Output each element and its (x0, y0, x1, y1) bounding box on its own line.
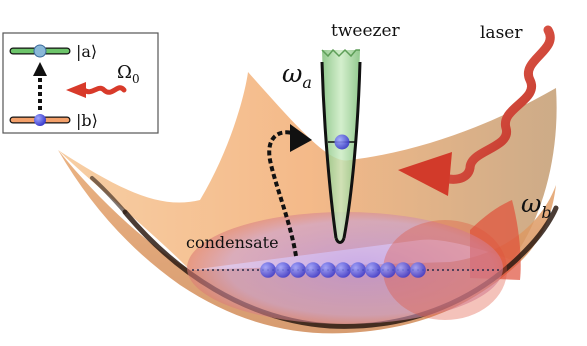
tweezer-outline-bottom (334, 237, 346, 244)
state-b-label: |b⟩ (76, 111, 98, 130)
condensate-atom (290, 262, 306, 278)
trap-surface-back (58, 72, 557, 270)
condensate-atom (350, 262, 366, 278)
laser-label: laser (480, 23, 523, 43)
condensate-atom (365, 262, 381, 278)
omega-a-label: ωa (282, 59, 312, 92)
laser-arrowhead (398, 152, 452, 196)
transfer-arrow (267, 130, 298, 257)
condensate-atom (305, 262, 321, 278)
omega-b-label: ωb (521, 189, 552, 222)
condensate-label: condensate (186, 233, 279, 252)
potential-curve-left (90, 176, 127, 214)
condensate-atom (260, 262, 276, 278)
condensate-atom (320, 262, 336, 278)
inset-frame (2, 32, 159, 134)
transition-arrowhead (33, 62, 47, 76)
condensate-atom (335, 262, 351, 278)
condensate-atoms (260, 262, 426, 278)
condensate-atom (395, 262, 411, 278)
level-scheme-inset: |a⟩ |b⟩ Ω0 (2, 32, 159, 134)
tweezer-outline-left (320, 61, 338, 239)
condensate-atom (275, 262, 291, 278)
rabi-label: Ω0 (117, 62, 140, 86)
state-a-label: |a⟩ (76, 42, 97, 61)
rabi-drive (81, 85, 127, 95)
tweezer-beam-top-edge (321, 48, 360, 58)
condensate-atom (410, 262, 426, 278)
tweezer-outline-right (342, 61, 362, 239)
tweezer-label: tweezer (331, 21, 401, 41)
level-a-atom (33, 44, 47, 58)
level-b-atom (34, 114, 46, 126)
condensate-red-overlay (383, 220, 507, 320)
condensate-atom (380, 262, 396, 278)
tweezer-atom (334, 134, 350, 150)
transfer-arrowhead (290, 124, 312, 152)
rabi-arrowhead (66, 82, 86, 98)
laser-beam (435, 25, 555, 184)
